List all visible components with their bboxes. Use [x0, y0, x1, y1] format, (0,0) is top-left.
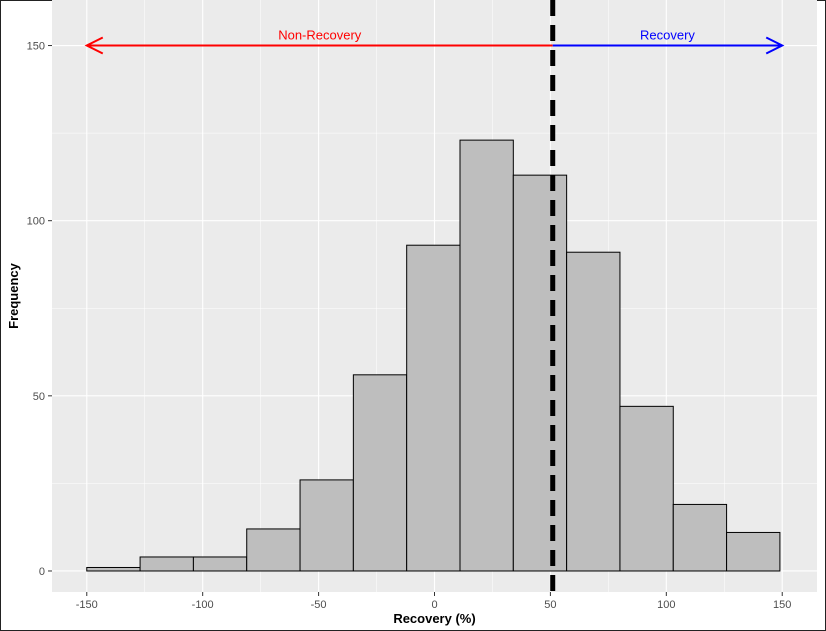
y-tick-label: 150 [27, 41, 45, 53]
histogram-bar [406, 244, 461, 572]
histogram-bar [512, 174, 568, 572]
y-tick-label: 0 [39, 566, 45, 578]
annotation-arrows: Non-Recovery Recovery [84, 28, 785, 55]
x-tick-label: -150 [76, 599, 98, 611]
y-axis-ticks: 0 50 100 150 [27, 41, 52, 578]
histogram-bar [246, 528, 301, 572]
x-tick-label: 50 [544, 599, 556, 611]
histogram-bar [726, 531, 781, 572]
annotation-label: Recovery [640, 28, 695, 43]
x-axis-ticks: -150 -100 -50 0 50 100 150 [76, 592, 791, 611]
y-tick-label: 100 [27, 216, 45, 228]
histogram-bar [86, 566, 141, 572]
x-tick-label: 100 [657, 599, 675, 611]
y-axis-title: Frequency [6, 262, 21, 329]
arrow-head-icon [84, 36, 104, 55]
histogram-bar [192, 556, 248, 572]
x-tick-label: -50 [311, 599, 327, 611]
histogram-bar [619, 405, 674, 572]
x-axis-title: Recovery (%) [393, 611, 475, 626]
histogram-bar [459, 139, 514, 572]
x-tick-label: 0 [431, 599, 437, 611]
histogram-bar [139, 556, 194, 572]
histogram-bar [566, 251, 621, 572]
x-tick-label: -100 [192, 599, 214, 611]
histogram-bar [352, 374, 408, 572]
histogram-bars [86, 139, 781, 572]
y-tick-label: 50 [33, 391, 45, 403]
x-tick-label: 150 [773, 599, 791, 611]
histogram-bar [672, 503, 728, 572]
annotation-label: Non-Recovery [278, 28, 362, 43]
histogram-bar [299, 479, 354, 572]
arrow-head-icon [765, 36, 785, 55]
